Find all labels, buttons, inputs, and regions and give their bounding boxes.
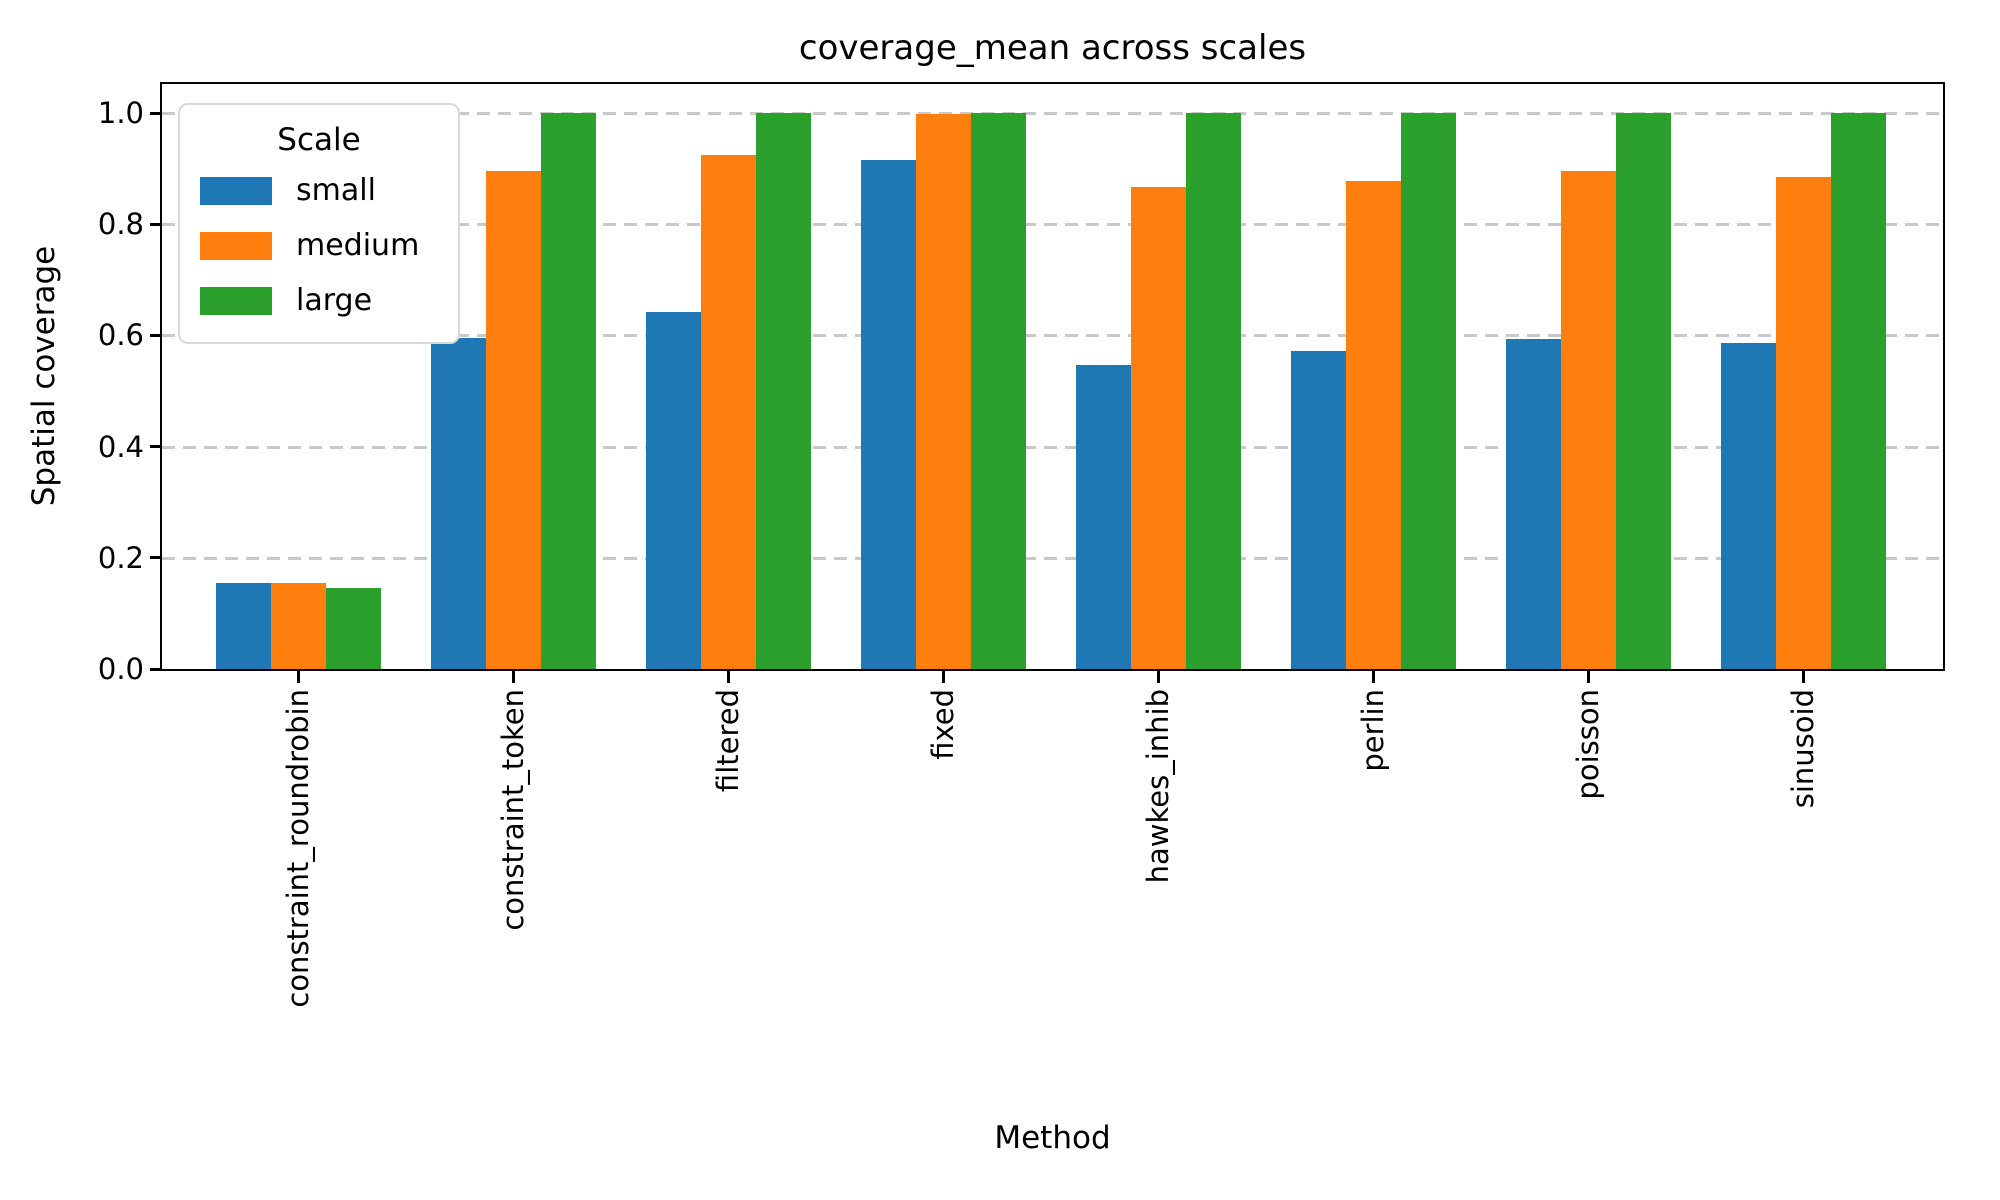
bar-medium-poisson xyxy=(1560,171,1616,669)
bar-medium-hawkes_inhib xyxy=(1130,187,1186,669)
bar-medium-sinusoid xyxy=(1775,177,1831,669)
bar-medium-filtered xyxy=(700,155,756,669)
legend-item-medium: medium xyxy=(180,218,458,273)
gridline-y-0.6 xyxy=(162,334,1943,338)
y-tick-label-0.8: 0.8 xyxy=(97,207,144,242)
x-tick-label-fixed: fixed xyxy=(926,689,960,760)
bar-medium-fixed xyxy=(915,114,971,669)
legend-label-small: small xyxy=(296,173,376,208)
plot-area: Scale small medium large xyxy=(160,82,1945,671)
x-tick-perlin xyxy=(1371,671,1375,683)
bar-large-filtered xyxy=(755,113,811,669)
y-tick-0.4 xyxy=(150,445,162,449)
bar-large-sinusoid xyxy=(1830,113,1886,669)
x-tick-sinusoid xyxy=(1801,671,1805,683)
x-tick-label-constraint_roundrobin: constraint_roundrobin xyxy=(281,689,315,1008)
legend: Scale small medium large xyxy=(178,103,460,344)
x-tick-constraint_roundrobin xyxy=(296,671,300,683)
bar-medium-constraint_token xyxy=(485,171,541,669)
bar-small-constraint_roundrobin xyxy=(215,583,271,669)
y-tick-0.8 xyxy=(150,222,162,226)
y-tick-0.6 xyxy=(150,333,162,337)
x-tick-hawkes_inhib xyxy=(1156,671,1160,683)
gridline-y-0.2 xyxy=(162,556,1943,560)
gridline-y-0.4 xyxy=(162,445,1943,449)
y-tick-label-1.0: 1.0 xyxy=(97,96,144,130)
legend-title: Scale xyxy=(277,122,361,158)
bar-medium-perlin xyxy=(1345,181,1401,669)
x-tick-filtered xyxy=(726,671,730,683)
bar-small-constraint_token xyxy=(430,338,486,669)
x-tick-label-filtered: filtered xyxy=(711,689,745,793)
bar-large-fixed xyxy=(970,113,1026,669)
bar-medium-constraint_roundrobin xyxy=(270,583,326,669)
legend-rows: small medium large xyxy=(180,163,458,328)
bar-small-sinusoid xyxy=(1720,343,1776,669)
y-tick-label-0.6: 0.6 xyxy=(97,318,144,353)
bar-small-fixed xyxy=(860,160,916,669)
y-tick-label-0.0: 0.0 xyxy=(97,652,144,686)
x-tick-label-sinusoid: sinusoid xyxy=(1786,689,1820,809)
x-tick-constraint_token xyxy=(511,671,515,683)
gridline-y-0.8 xyxy=(162,223,1943,227)
y-axis-label: Spatial coverage xyxy=(26,245,62,507)
bar-small-hawkes_inhib xyxy=(1075,365,1131,669)
gridline-y-1 xyxy=(162,112,1943,115)
y-tick-0.2 xyxy=(150,556,162,560)
legend-item-small: small xyxy=(180,163,458,218)
chart-title: coverage_mean across scales xyxy=(798,28,1307,68)
y-tick-label-0.2: 0.2 xyxy=(97,540,144,575)
bar-large-hawkes_inhib xyxy=(1185,113,1241,669)
y-tick-0.0 xyxy=(150,667,162,671)
bar-large-constraint_token xyxy=(540,113,596,669)
x-axis-label: Method xyxy=(994,1120,1111,1156)
x-tick-label-hawkes_inhib: hawkes_inhib xyxy=(1141,689,1175,884)
legend-swatch-medium xyxy=(200,231,272,260)
legend-swatch-large xyxy=(200,286,272,315)
bar-large-constraint_roundrobin xyxy=(325,588,381,669)
y-tick-label-0.4: 0.4 xyxy=(97,429,144,464)
bar-small-poisson xyxy=(1505,339,1561,669)
bar-large-perlin xyxy=(1400,113,1456,669)
legend-swatch-small xyxy=(200,176,272,205)
x-tick-label-poisson: poisson xyxy=(1571,689,1605,800)
legend-label-large: large xyxy=(296,283,373,318)
bar-small-filtered xyxy=(645,312,701,669)
legend-label-medium: medium xyxy=(296,228,420,263)
y-tick-1.0 xyxy=(150,111,162,115)
x-tick-label-perlin: perlin xyxy=(1356,689,1390,772)
bar-small-perlin xyxy=(1290,351,1346,669)
x-tick-label-constraint_token: constraint_token xyxy=(496,689,530,931)
x-tick-poisson xyxy=(1586,671,1590,683)
legend-item-large: large xyxy=(180,273,458,328)
x-tick-fixed xyxy=(941,671,945,683)
bar-large-poisson xyxy=(1615,113,1671,669)
